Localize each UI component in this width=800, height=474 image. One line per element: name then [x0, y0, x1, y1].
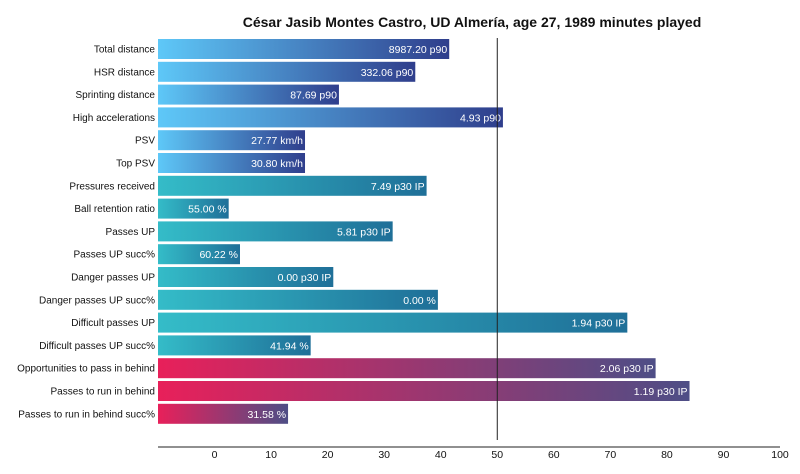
bar-value-label: 0.00 %	[403, 295, 436, 307]
x-tick-label: 50	[491, 449, 503, 461]
bar	[158, 198, 229, 219]
bar-value-label: 7.49 p30 IP	[371, 181, 425, 193]
bar-row: HSR distance 332.06 p90	[94, 61, 416, 82]
bar-value-label: 0.00 p30 IP	[278, 272, 332, 284]
category-label: Difficult passes UP succ%	[39, 341, 155, 352]
bar-row: Passes UP succ% 60.22 %	[73, 244, 240, 265]
bar-row: Top PSV 30.80 km/h	[116, 153, 306, 173]
bar-value-label: 30.80 km/h	[251, 158, 303, 170]
chart-title: César Jasib Montes Castro, UD Almería, a…	[243, 14, 702, 30]
category-label: High accelerations	[73, 113, 155, 124]
bar	[158, 84, 339, 105]
bar-value-label: 2.06 p30 IP	[600, 363, 654, 375]
category-label: Danger passes UP	[71, 273, 155, 284]
x-tick-label: 70	[605, 449, 617, 461]
x-tick-label: 100	[771, 449, 789, 461]
category-label: Passes to run in behind	[50, 387, 155, 398]
bar	[158, 403, 289, 424]
category-label: HSR distance	[94, 67, 156, 78]
category-label: Opportunities to pass in behind	[17, 364, 155, 375]
bar-value-label: 60.22 %	[199, 249, 238, 261]
category-label: Total distance	[94, 45, 156, 56]
bar	[158, 244, 240, 265]
bar	[158, 312, 628, 333]
bar	[158, 61, 416, 82]
bar-value-label: 27.77 km/h	[251, 135, 303, 147]
category-label: Ball retention ratio	[74, 204, 155, 215]
bar-row: Pressures received 7.49 p30 IP	[69, 175, 427, 196]
bar-value-label: 1.19 p30 IP	[634, 386, 688, 398]
bar-row: Danger passes UP 0.00 p30 IP	[71, 267, 334, 287]
bar-value-label: 8987.20 p90	[389, 44, 448, 56]
category-label: Passes to run in behind succ%	[18, 409, 155, 420]
bar	[158, 358, 656, 379]
x-tick-label: 10	[265, 449, 277, 461]
bar-value-label: 55.00 %	[188, 204, 227, 216]
bar	[158, 39, 450, 59]
bar	[158, 107, 503, 128]
bar-row: Passes UP 5.81 p30 IP	[106, 221, 393, 242]
bar-row: Passes to run in behind succ% 31.58 %	[18, 403, 289, 424]
bar-row: Passes to run in behind 1.19 p30 IP	[50, 381, 690, 401]
category-label: Top PSV	[116, 159, 155, 170]
x-axis: 0 10 20 30 40 50 60 70 80 90 100	[158, 38, 789, 461]
x-tick-label: 0	[212, 449, 218, 461]
bar-value-label: 31.58 %	[248, 409, 287, 421]
bar-value-label: 332.06 p90	[361, 67, 414, 79]
bar	[158, 335, 311, 356]
bar-value-label: 4.93 p90	[460, 112, 501, 124]
bar-value-label: 41.94 %	[270, 340, 309, 352]
bar	[158, 381, 690, 401]
bar	[158, 289, 438, 310]
bar-row: PSV 27.77 km/h	[135, 130, 306, 151]
category-label: Pressures received	[69, 181, 155, 192]
bar-row: High accelerations 4.93 p90	[73, 107, 503, 128]
bar-row: Danger passes UP succ% 0.00 %	[39, 289, 438, 310]
bar-row: Ball retention ratio 55.00 %	[74, 198, 229, 219]
bar-value-label: 1.94 p30 IP	[572, 318, 626, 330]
category-label: PSV	[135, 136, 155, 147]
x-tick-label: 40	[435, 449, 447, 461]
bar-row: Total distance 8987.20 p90	[94, 39, 450, 59]
bar	[158, 153, 306, 173]
bar	[158, 267, 334, 287]
bar-row: Difficult passes UP succ% 41.94 %	[39, 335, 311, 356]
x-tick-label: 20	[322, 449, 334, 461]
x-tick-label: 90	[718, 449, 730, 461]
bar-value-label: 87.69 p90	[290, 90, 337, 102]
bar	[158, 221, 393, 242]
x-tick-label: 30	[378, 449, 390, 461]
bar-row: Sprinting distance 87.69 p90	[76, 84, 339, 105]
bar	[158, 130, 306, 151]
bar	[158, 175, 427, 196]
bar-row: Difficult passes UP 1.94 p30 IP	[71, 312, 628, 333]
category-label: Passes UP	[106, 227, 156, 238]
category-label: Difficult passes UP	[71, 318, 155, 329]
x-tick-label: 60	[548, 449, 560, 461]
category-label: Passes UP succ%	[73, 250, 155, 261]
bar-value-label: 5.81 p30 IP	[337, 226, 391, 238]
category-label: Sprinting distance	[76, 90, 156, 101]
bar-row: Opportunities to pass in behind 2.06 p30 …	[17, 358, 656, 379]
category-label: Danger passes UP succ%	[39, 295, 155, 306]
x-tick-label: 80	[661, 449, 673, 461]
bars-layer: Total distance 8987.20 p90 HSR distance 332…	[17, 39, 690, 424]
